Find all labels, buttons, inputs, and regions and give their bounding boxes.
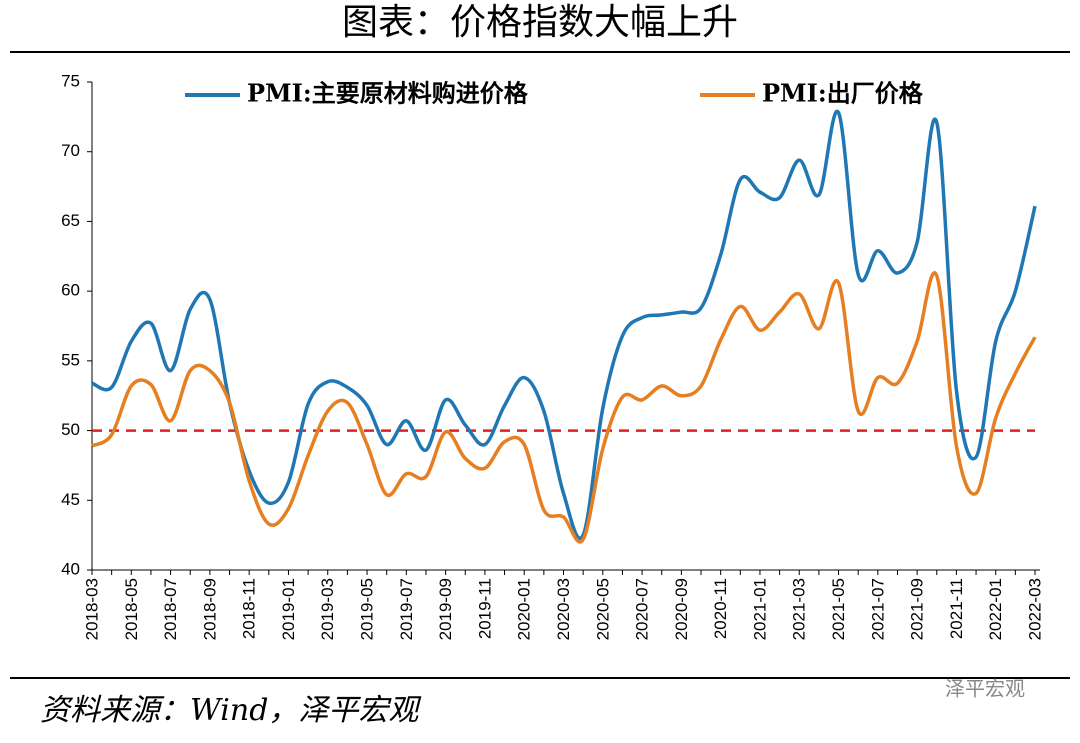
x-tick-label: 2018-05 xyxy=(122,578,141,640)
y-tick-label: 50 xyxy=(61,420,80,439)
x-tick-label: 2020-01 xyxy=(515,578,534,640)
y-tick-label: 65 xyxy=(61,211,80,230)
x-tick-label: 2022-01 xyxy=(986,578,1005,640)
x-tick-label: 2019-05 xyxy=(358,578,377,640)
x-tick-label: 2018-11 xyxy=(240,578,259,639)
x-tick-label: 2020-03 xyxy=(554,578,573,640)
x-tick-label: 2019-09 xyxy=(436,578,455,640)
x-tick-label: 2018-09 xyxy=(200,578,219,640)
x-tick-label: 2020-05 xyxy=(593,578,612,640)
x-tick-label: 2020-11 xyxy=(711,578,730,639)
x-tick-label: 2021-05 xyxy=(829,578,848,640)
x-tick-label: 2018-07 xyxy=(161,578,180,640)
x-tick-label: 2019-03 xyxy=(318,578,337,640)
legend-label: PMI:主要原材料购进价格 xyxy=(247,79,529,108)
y-tick-label: 60 xyxy=(61,281,80,300)
x-tick-label: 2019-07 xyxy=(397,578,416,640)
x-tick-label: 2018-03 xyxy=(82,578,101,640)
watermark: 泽平宏观 xyxy=(945,677,1025,701)
x-tick-label: 2021-11 xyxy=(947,578,966,639)
x-tick-label: 2022-03 xyxy=(1025,578,1044,640)
y-tick-label: 70 xyxy=(61,141,80,160)
y-tick-label: 40 xyxy=(61,559,80,578)
x-tick-label: 2021-01 xyxy=(750,578,769,640)
x-tick-label: 2021-09 xyxy=(908,578,927,640)
source: 资料来源：Wind，泽平宏观 xyxy=(40,693,421,728)
y-tick-label: 55 xyxy=(61,350,80,369)
y-tick-label: 45 xyxy=(61,490,80,509)
x-tick-label: 2020-07 xyxy=(633,578,652,640)
chart-title: 图表：价格指数大幅上升 xyxy=(342,2,738,43)
series-line xyxy=(91,109,1037,540)
series-line xyxy=(91,271,1037,544)
x-tick-label: 2019-01 xyxy=(279,578,298,640)
y-tick-label: 75 xyxy=(61,71,80,90)
legend-label: PMI:出厂价格 xyxy=(762,79,924,108)
x-tick-label: 2019-11 xyxy=(475,578,494,639)
x-tick-label: 2021-07 xyxy=(868,578,887,640)
x-tick-label: 2021-03 xyxy=(790,578,809,640)
x-tick-label: 2020-09 xyxy=(672,578,691,640)
